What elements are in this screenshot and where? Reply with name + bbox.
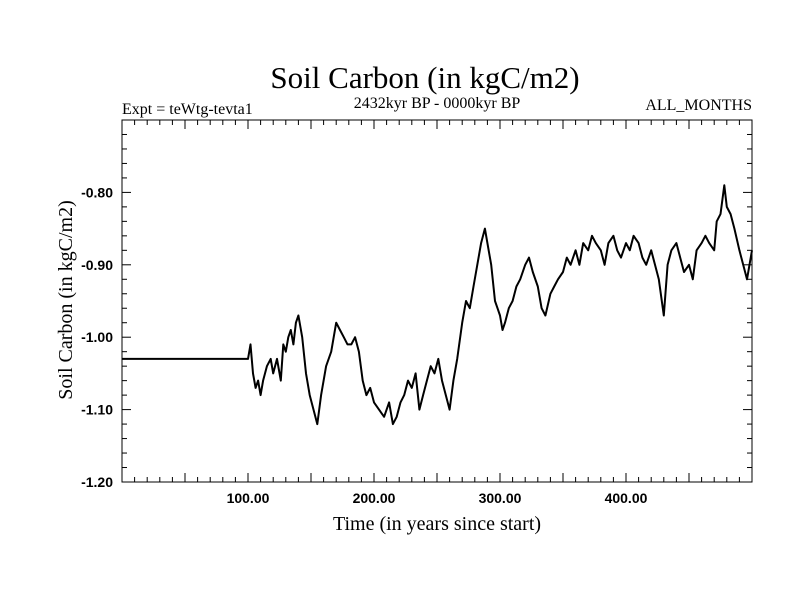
x-tick-label: 400.00 xyxy=(605,490,648,506)
y-tick-label: -0.90 xyxy=(81,257,113,273)
soil-carbon-series-line xyxy=(122,184,753,426)
months-label: ALL_MONTHS xyxy=(645,97,752,114)
x-axis-tick-labels: 100.00 200.00 300.00 400.00 xyxy=(227,490,648,506)
y-tick-label: -1.00 xyxy=(81,329,113,345)
x-axis-label: Time (in years since start) xyxy=(333,513,541,535)
time-range-label: 2432kyr BP - 0000kyr BP xyxy=(354,95,521,112)
y-axis-label: Soil Carbon (in kgC/m2) xyxy=(55,200,77,399)
axis-ticks xyxy=(122,120,752,482)
y-axis-tick-labels: -0.80 -0.90 -1.00 -1.10 -1.20 xyxy=(81,184,113,490)
y-tick-label: -0.80 xyxy=(81,184,113,200)
chart-title: Soil Carbon (in kgC/m2) xyxy=(270,60,579,95)
y-tick-label: -1.20 xyxy=(81,474,113,490)
x-tick-label: 200.00 xyxy=(353,490,396,506)
x-tick-label: 300.00 xyxy=(479,490,522,506)
y-tick-label: -1.10 xyxy=(81,402,113,418)
experiment-label: Expt = teWtg-tevta1 xyxy=(122,101,253,118)
plot-frame xyxy=(121,119,753,483)
x-tick-label: 100.00 xyxy=(227,490,270,506)
